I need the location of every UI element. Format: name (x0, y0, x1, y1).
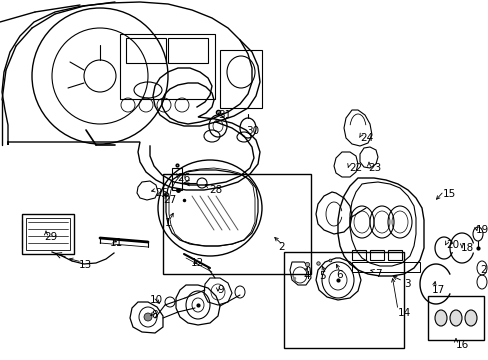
Text: 30: 30 (245, 126, 259, 136)
Text: 16: 16 (455, 340, 468, 350)
Ellipse shape (449, 310, 461, 326)
Bar (369, 250, 383, 260)
Text: 2: 2 (278, 242, 284, 252)
Text: 12: 12 (191, 258, 204, 268)
Text: 15: 15 (442, 189, 455, 199)
Bar (126, 38, 165, 63)
Text: 27: 27 (163, 195, 176, 205)
Text: 10: 10 (150, 295, 163, 305)
Text: 22: 22 (348, 163, 362, 173)
Ellipse shape (464, 310, 476, 326)
Text: 29: 29 (44, 232, 57, 242)
Text: 28: 28 (208, 185, 222, 195)
Text: 1: 1 (164, 218, 171, 228)
Text: 20: 20 (445, 240, 458, 250)
Text: 11: 11 (110, 238, 123, 248)
Text: 6: 6 (335, 270, 342, 280)
Text: 31: 31 (218, 110, 231, 120)
Text: 18: 18 (460, 243, 473, 253)
Text: 5: 5 (318, 271, 325, 281)
Text: 25: 25 (155, 188, 168, 198)
Text: 8: 8 (151, 310, 157, 320)
Text: 17: 17 (431, 285, 445, 295)
Bar (220, 50, 262, 108)
Text: 24: 24 (359, 133, 372, 143)
Bar (351, 250, 365, 260)
Bar (284, 252, 403, 348)
Ellipse shape (434, 310, 446, 326)
Text: 26: 26 (177, 173, 190, 183)
Ellipse shape (143, 313, 152, 321)
Bar (387, 250, 401, 260)
Text: 3: 3 (403, 279, 410, 289)
Bar (168, 38, 207, 63)
Bar (351, 262, 419, 272)
Text: 23: 23 (367, 163, 381, 173)
Text: 7: 7 (374, 269, 381, 279)
Text: 19: 19 (475, 225, 488, 235)
Bar (172, 168, 182, 190)
Bar (22, 214, 74, 254)
Text: 14: 14 (397, 308, 410, 318)
Bar (427, 296, 483, 340)
Text: 4: 4 (303, 271, 309, 281)
Bar (26, 218, 70, 250)
Text: 9: 9 (217, 285, 223, 295)
Bar (163, 174, 310, 274)
Text: 13: 13 (79, 260, 92, 270)
Bar (120, 34, 215, 99)
Text: 21: 21 (479, 265, 488, 275)
